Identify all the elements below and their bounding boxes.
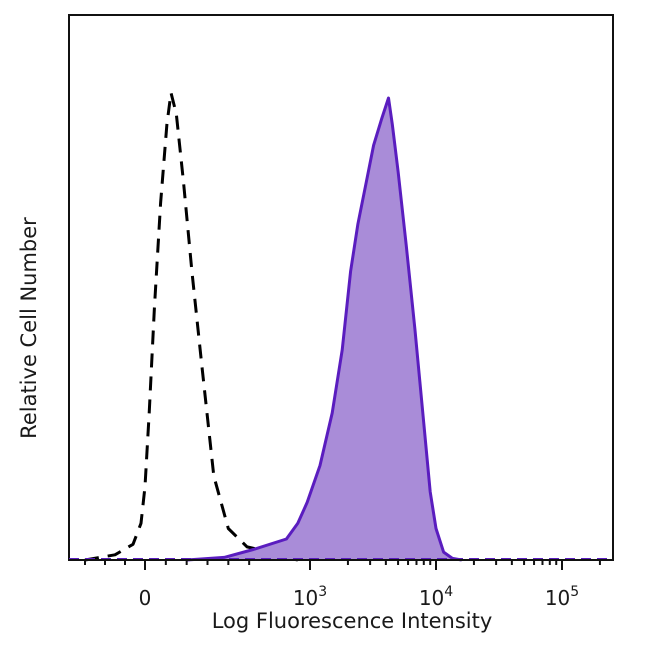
x-tick-label: 104 bbox=[419, 584, 453, 610]
stained-histogram-fill bbox=[186, 98, 462, 560]
x-axis-label: Log Fluorescence Intensity bbox=[212, 609, 493, 633]
stained-histogram-outline bbox=[186, 96, 462, 562]
series-layer bbox=[69, 91, 613, 562]
x-tick-label: 105 bbox=[545, 584, 579, 610]
x-tick-label: 0 bbox=[139, 586, 152, 610]
tick-layer: 0 103 104 105 bbox=[84, 560, 601, 610]
control-histogram-outline bbox=[84, 91, 299, 562]
x-tick-label: 103 bbox=[293, 584, 327, 610]
y-axis-label: Relative Cell Number bbox=[17, 217, 41, 439]
